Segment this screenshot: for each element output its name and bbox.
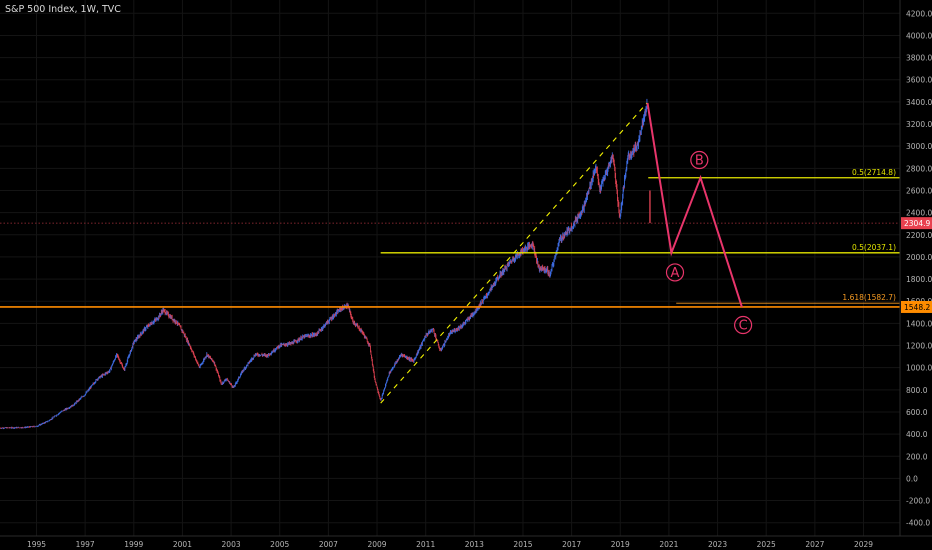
trend-line: [380, 102, 648, 404]
chart-title: S&P 500 Index, 1W, TVC: [5, 4, 121, 15]
y-tick-label: 2600.0: [906, 186, 932, 195]
y-tick-label: 2800.0: [906, 164, 932, 173]
price-tags: 2304.9 1548.2: [901, 217, 932, 313]
y-tick-label: 2000.0: [906, 253, 932, 262]
wave-label-circle: [690, 150, 709, 170]
x-tick-label: 2013: [465, 540, 484, 549]
price-tag: [901, 217, 932, 230]
y-tick-label: 1000.0: [906, 364, 932, 373]
y-tick-label: 1800.0: [906, 275, 932, 284]
fib-level-label: 1.618(1582.7): [842, 293, 896, 302]
price-tag-label: 1548.2: [904, 303, 930, 312]
y-tick-label: 4000.0: [906, 31, 932, 40]
wave-projection: [646, 102, 743, 308]
y-tick-label: 3800.0: [906, 54, 932, 63]
x-tick-label: 2007: [319, 540, 338, 549]
price-candles: [0, 98, 651, 430]
drawing-overlays: 0.5(2714.8) 0.5(2037.1) 1.618(1582.7) A B C: [0, 102, 900, 404]
time-axis[interactable]: 1995 1997 1999 2001 2003 2005 2007 2009 2011 2013…: [27, 540, 873, 549]
wave-label-circle: [734, 315, 753, 335]
y-tick-label: 4200.0: [906, 9, 932, 18]
y-tick-label: -400.0: [906, 519, 930, 528]
y-tick-label: 800.0: [906, 386, 928, 395]
grid-lines: [0, 0, 900, 536]
y-tick-label: -200.0: [906, 497, 930, 506]
y-tick-label: 0.0: [906, 474, 918, 483]
y-tick-label: 1400.0: [906, 319, 932, 328]
price-tag-label: 2304.9: [904, 219, 930, 228]
wave-label: B: [695, 154, 704, 169]
x-tick-label: 2003: [222, 540, 241, 549]
x-tick-label: 2021: [659, 540, 678, 549]
x-tick-label: 2029: [854, 540, 873, 549]
fib-level-label: 0.5(2714.8): [852, 168, 896, 177]
fib-level-label: 0.5(2037.1): [852, 243, 896, 252]
price-tag: [901, 300, 932, 313]
y-tick-label: 3400.0: [906, 98, 932, 107]
y-tick-label: 2400.0: [906, 209, 932, 218]
x-tick-label: 2005: [270, 540, 289, 549]
price-axis[interactable]: 4200.0 4000.0 3800.0 3600.0 3400.0 3200.0 3000…: [906, 9, 932, 527]
y-tick-label: 200.0: [906, 452, 928, 461]
y-tick-label: 400.0: [906, 430, 928, 439]
y-tick-label: 3200.0: [906, 120, 932, 129]
x-tick-label: 2019: [611, 540, 630, 549]
x-tick-label: 2023: [708, 540, 727, 549]
x-tick-label: 2015: [513, 540, 532, 549]
y-tick-label: 600.0: [906, 408, 928, 417]
x-tick-label: 1997: [76, 540, 95, 549]
x-tick-label: 1999: [124, 540, 143, 549]
y-tick-label: 3600.0: [906, 76, 932, 85]
x-tick-label: 2011: [416, 540, 435, 549]
x-tick-label: 2017: [562, 540, 581, 549]
wave-label: C: [739, 319, 748, 334]
x-tick-label: 2027: [805, 540, 824, 549]
x-tick-label: 1995: [27, 540, 46, 549]
y-tick-label: 2200.0: [906, 231, 932, 240]
x-tick-label: 2001: [173, 540, 192, 549]
x-tick-label: 2009: [367, 540, 386, 549]
wave-label-circle: [665, 263, 685, 282]
x-tick-label: 2025: [757, 540, 776, 549]
y-tick-label: 3000.0: [906, 142, 932, 151]
wave-label: A: [671, 266, 680, 281]
y-tick-label: 1200.0: [906, 342, 932, 351]
